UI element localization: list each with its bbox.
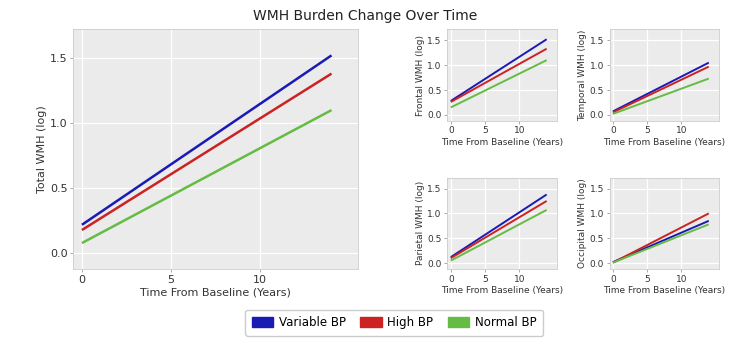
Y-axis label: Frontal WMH (log): Frontal WMH (log) [415,34,425,116]
Y-axis label: Parietal WMH (log): Parietal WMH (log) [415,181,425,265]
X-axis label: Time From Baseline (Years): Time From Baseline (Years) [140,287,291,297]
X-axis label: Time From Baseline (Years): Time From Baseline (Years) [441,138,564,147]
Text: WMH Burden Change Over Time: WMH Burden Change Over Time [253,9,477,23]
Y-axis label: Total WMH (log): Total WMH (log) [37,105,47,193]
Y-axis label: Occipital WMH (log): Occipital WMH (log) [577,178,587,268]
X-axis label: Time From Baseline (Years): Time From Baseline (Years) [441,286,564,295]
X-axis label: Time From Baseline (Years): Time From Baseline (Years) [603,138,726,147]
Legend: Variable BP, High BP, Normal BP: Variable BP, High BP, Normal BP [245,310,543,336]
X-axis label: Time From Baseline (Years): Time From Baseline (Years) [603,286,726,295]
Y-axis label: Temporal WMH (log): Temporal WMH (log) [577,29,587,121]
